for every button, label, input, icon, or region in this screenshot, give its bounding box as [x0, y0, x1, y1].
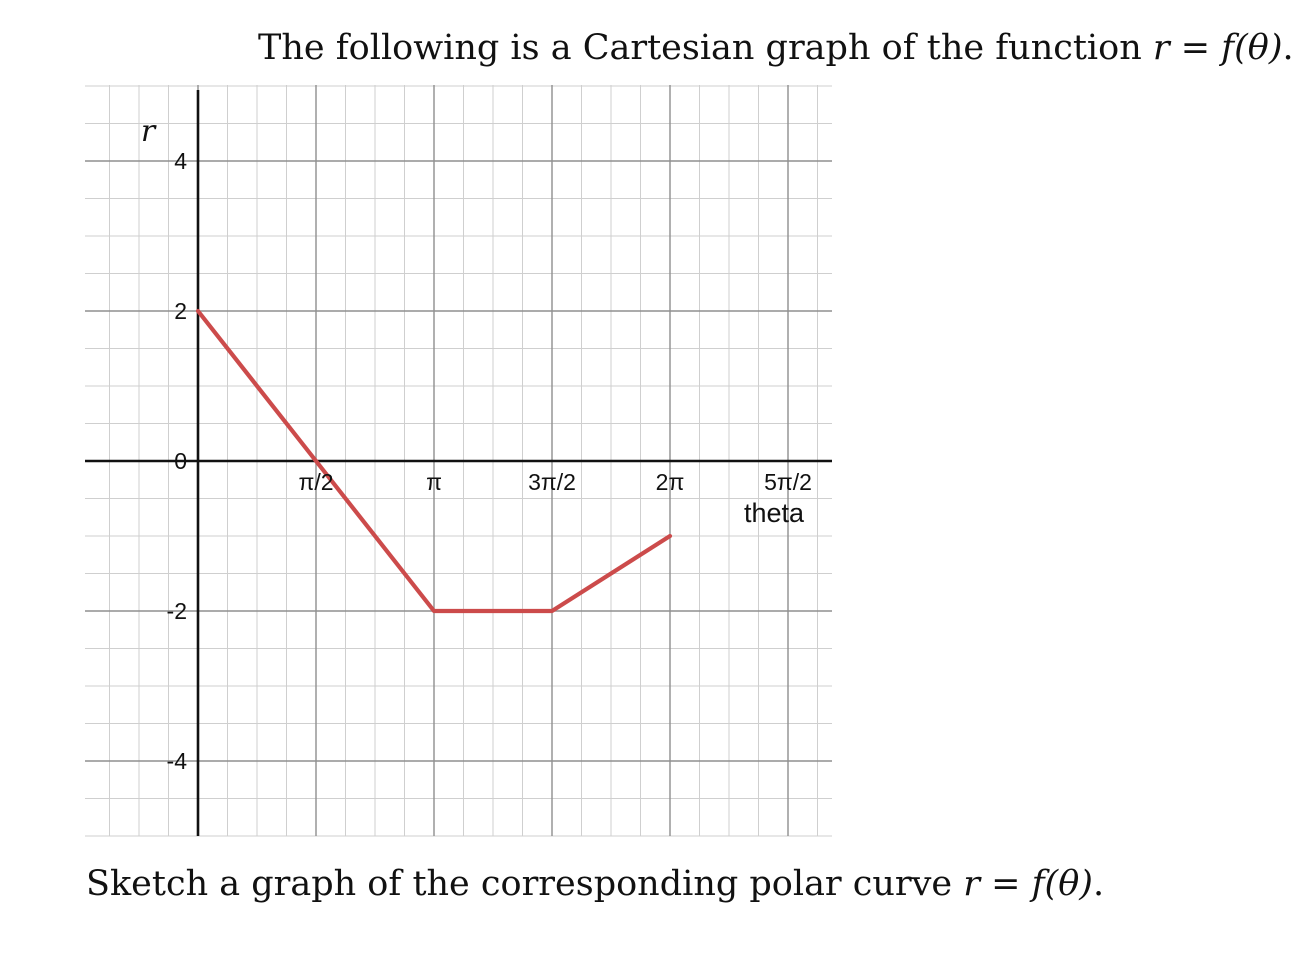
x-tick-label: π/2: [298, 469, 333, 495]
x-tick-label: 2π: [656, 469, 685, 495]
y-axis-title: r: [141, 114, 157, 149]
x-axis-title: theta: [744, 498, 805, 528]
y-tick-label: 2: [174, 298, 187, 324]
function-expression: r = f(θ): [1152, 28, 1283, 68]
x-tick-label: 3π/2: [528, 469, 576, 495]
y-tick-label: 0: [174, 448, 187, 474]
problem-statement-text: The following is a Cartesian graph of th…: [258, 28, 1153, 68]
x-tick-label: π: [426, 469, 442, 495]
y-tick-label: -4: [167, 748, 188, 774]
y-tick-label: -2: [167, 598, 187, 624]
polar-expression: r = f(θ): [963, 864, 1093, 904]
instruction-text-period: .: [1092, 864, 1105, 904]
problem-statement-period: .: [1282, 28, 1294, 68]
axes: [85, 90, 832, 836]
instruction-text-body: Sketch a graph of the corresponding pola…: [86, 864, 964, 904]
data-series: [195, 308, 673, 614]
tick-labels: π/2 π 3π/2 2π 5π/2 4 2 0 -2 -4 theta r: [141, 114, 812, 774]
y-tick-label: 4: [174, 148, 187, 174]
x-tick-label: 5π/2: [764, 469, 812, 495]
instruction-text: Sketch a graph of the corresponding pola…: [86, 864, 1104, 904]
problem-statement: The following is a Cartesian graph of th…: [258, 28, 1294, 68]
